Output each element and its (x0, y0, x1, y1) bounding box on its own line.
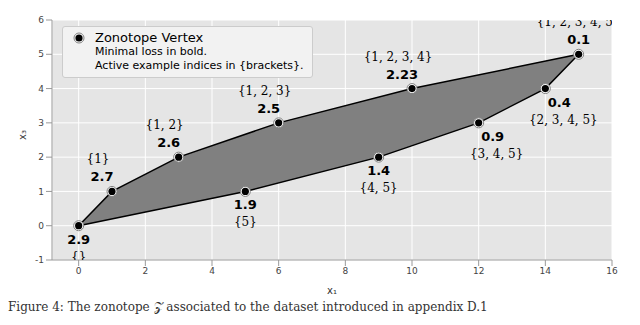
svg-text:4: 4 (209, 266, 215, 276)
svg-text:x₁: x₁ (327, 285, 337, 296)
svg-text:12: 12 (473, 266, 484, 276)
svg-text:8: 8 (342, 266, 348, 276)
html-text:Active example indices in {bra: Active example indices in {brackets}. (95, 59, 304, 72)
svg-text:{1, 2, 3}: {1, 2, 3} (238, 84, 291, 98)
svg-text:0.1: 0.1 (567, 32, 590, 47)
svg-text:2: 2 (38, 152, 44, 162)
svg-text:{3, 4, 5}: {3, 4, 5} (470, 147, 523, 161)
svg-text:16: 16 (606, 266, 618, 276)
html-text:Figure 4: The zonotope 𝒵 assoc: Figure 4: The zonotope 𝒵 associated to t… (8, 300, 488, 314)
svg-text:{1, 2}: {1, 2} (146, 118, 184, 132)
svg-text:2.7: 2.7 (90, 169, 113, 184)
svg-text:{5}: {5} (234, 215, 257, 229)
svg-text:1: 1 (38, 187, 44, 197)
svg-text:{2, 3, 4, 5}: {2, 3, 4, 5} (529, 113, 598, 127)
svg-text:{1, 2, 3, 4, 5}: {1, 2, 3, 4, 5} (537, 20, 612, 29)
svg-text:-1: -1 (35, 255, 44, 265)
svg-text:{1}: {1} (87, 152, 110, 166)
svg-text:2.9: 2.9 (67, 232, 90, 247)
html-text:Minimal loss in bold.: Minimal loss in bold. (95, 45, 208, 58)
svg-text:3: 3 (38, 118, 44, 128)
svg-text:1.9: 1.9 (234, 197, 257, 212)
svg-text:6: 6 (38, 15, 44, 25)
svg-text:0.4: 0.4 (548, 95, 571, 110)
svg-text:2.23: 2.23 (386, 67, 418, 82)
svg-text:1.4: 1.4 (367, 163, 390, 178)
svg-text:5: 5 (38, 49, 44, 59)
svg-text:0: 0 (38, 221, 44, 231)
svg-text:2.5: 2.5 (257, 101, 280, 116)
svg-text:6: 6 (276, 266, 282, 276)
svg-text:{4, 5}: {4, 5} (360, 181, 398, 195)
svg-text:2.6: 2.6 (157, 135, 180, 150)
html-text:Zonotope Vertex: Zonotope Vertex (95, 30, 204, 45)
svg-text:2: 2 (142, 266, 148, 276)
svg-text:10: 10 (406, 266, 418, 276)
svg-text:4: 4 (38, 84, 44, 94)
svg-text:0.9: 0.9 (481, 129, 504, 144)
svg-text:{}: {} (71, 250, 86, 260)
svg-text:14: 14 (540, 266, 552, 276)
svg-text:x₃: x₃ (17, 130, 28, 140)
svg-text:{1, 2, 3, 4}: {1, 2, 3, 4} (364, 50, 433, 64)
svg-text:0: 0 (76, 266, 82, 276)
